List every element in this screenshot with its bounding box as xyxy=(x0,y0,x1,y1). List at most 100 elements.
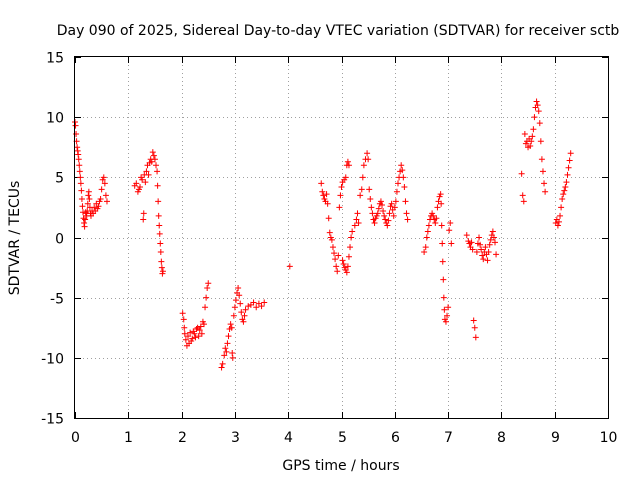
data-point xyxy=(85,188,92,195)
data-point xyxy=(430,212,437,219)
data-point xyxy=(528,138,535,145)
x-tick-label: 4 xyxy=(284,430,293,446)
data-point xyxy=(355,220,362,227)
data-point xyxy=(221,352,228,359)
data-point xyxy=(529,133,536,140)
data-point xyxy=(535,108,542,115)
data-point xyxy=(365,156,372,163)
data-point xyxy=(153,162,160,169)
data-point xyxy=(191,330,198,337)
data-point xyxy=(348,234,355,241)
data-point xyxy=(102,192,109,199)
data-point xyxy=(181,324,188,331)
data-point xyxy=(328,236,335,243)
data-point xyxy=(492,239,499,246)
data-point xyxy=(196,327,203,334)
y-axis-label: SDTVAR / TECUs xyxy=(7,181,23,296)
data-point xyxy=(347,244,354,251)
data-point xyxy=(559,195,566,202)
data-point xyxy=(485,248,492,255)
data-point xyxy=(75,156,82,163)
data-point xyxy=(245,303,252,310)
y-tick-label: -10 xyxy=(41,352,64,368)
data-point xyxy=(472,334,479,341)
data-point xyxy=(236,292,243,299)
data-point xyxy=(77,174,84,181)
data-point xyxy=(204,285,211,292)
plot-frame xyxy=(74,56,609,419)
data-point xyxy=(399,167,406,174)
data-point xyxy=(440,294,447,301)
data-point xyxy=(371,220,378,227)
data-point xyxy=(402,198,409,205)
data-point xyxy=(344,158,351,165)
grid-lines xyxy=(75,57,608,418)
data-point xyxy=(520,198,527,205)
x-tick-label: 5 xyxy=(338,430,347,446)
data-point xyxy=(189,335,196,342)
data-point xyxy=(357,192,364,199)
data-point xyxy=(539,168,546,175)
data-point xyxy=(333,263,340,270)
data-point xyxy=(381,212,388,219)
data-point xyxy=(81,223,88,230)
data-point xyxy=(77,180,84,187)
data-point xyxy=(423,234,430,241)
data-point xyxy=(184,333,191,340)
data-point xyxy=(448,240,455,247)
data-point xyxy=(148,158,155,165)
data-point xyxy=(353,216,360,223)
data-point xyxy=(81,220,88,227)
data-point xyxy=(200,321,207,328)
data-point xyxy=(253,304,260,311)
data-point xyxy=(557,212,564,219)
data-point xyxy=(318,180,325,187)
data-point xyxy=(95,203,102,210)
x-tick-label: 6 xyxy=(391,430,400,446)
data-point xyxy=(180,316,187,323)
data-point xyxy=(139,176,146,183)
data-point xyxy=(258,303,265,310)
data-point xyxy=(342,174,349,181)
data-point xyxy=(470,317,477,324)
data-point xyxy=(238,309,245,316)
data-point xyxy=(343,269,350,276)
data-point xyxy=(195,333,202,340)
data-point xyxy=(335,252,342,259)
data-point xyxy=(384,222,391,229)
data-point xyxy=(154,182,161,189)
data-point xyxy=(566,157,573,164)
data-point xyxy=(530,126,537,133)
data-point xyxy=(101,180,108,187)
data-point xyxy=(351,222,358,229)
data-point xyxy=(159,268,166,275)
x-tick-label: 9 xyxy=(551,430,560,446)
data-point xyxy=(143,168,150,175)
y-tick-label: 15 xyxy=(46,51,64,67)
data-point xyxy=(374,210,381,217)
data-point xyxy=(480,256,487,263)
data-point xyxy=(157,248,164,255)
x-tick-label: 3 xyxy=(231,430,240,446)
data-point xyxy=(560,191,567,198)
data-point xyxy=(329,244,336,251)
data-point xyxy=(324,200,331,207)
data-point xyxy=(72,122,79,129)
data-point xyxy=(438,222,445,229)
data-point xyxy=(477,241,484,248)
data-point xyxy=(422,244,429,251)
data-point xyxy=(489,228,496,235)
data-point xyxy=(228,324,235,331)
data-point xyxy=(534,102,541,109)
data-point xyxy=(182,336,189,343)
data-point xyxy=(229,354,236,361)
data-point xyxy=(434,204,441,211)
data-point xyxy=(521,131,528,138)
data-point xyxy=(149,149,156,156)
data-point xyxy=(326,229,333,236)
data-point xyxy=(447,220,454,227)
data-point xyxy=(157,240,164,247)
data-point xyxy=(479,252,486,259)
data-point xyxy=(91,204,98,211)
